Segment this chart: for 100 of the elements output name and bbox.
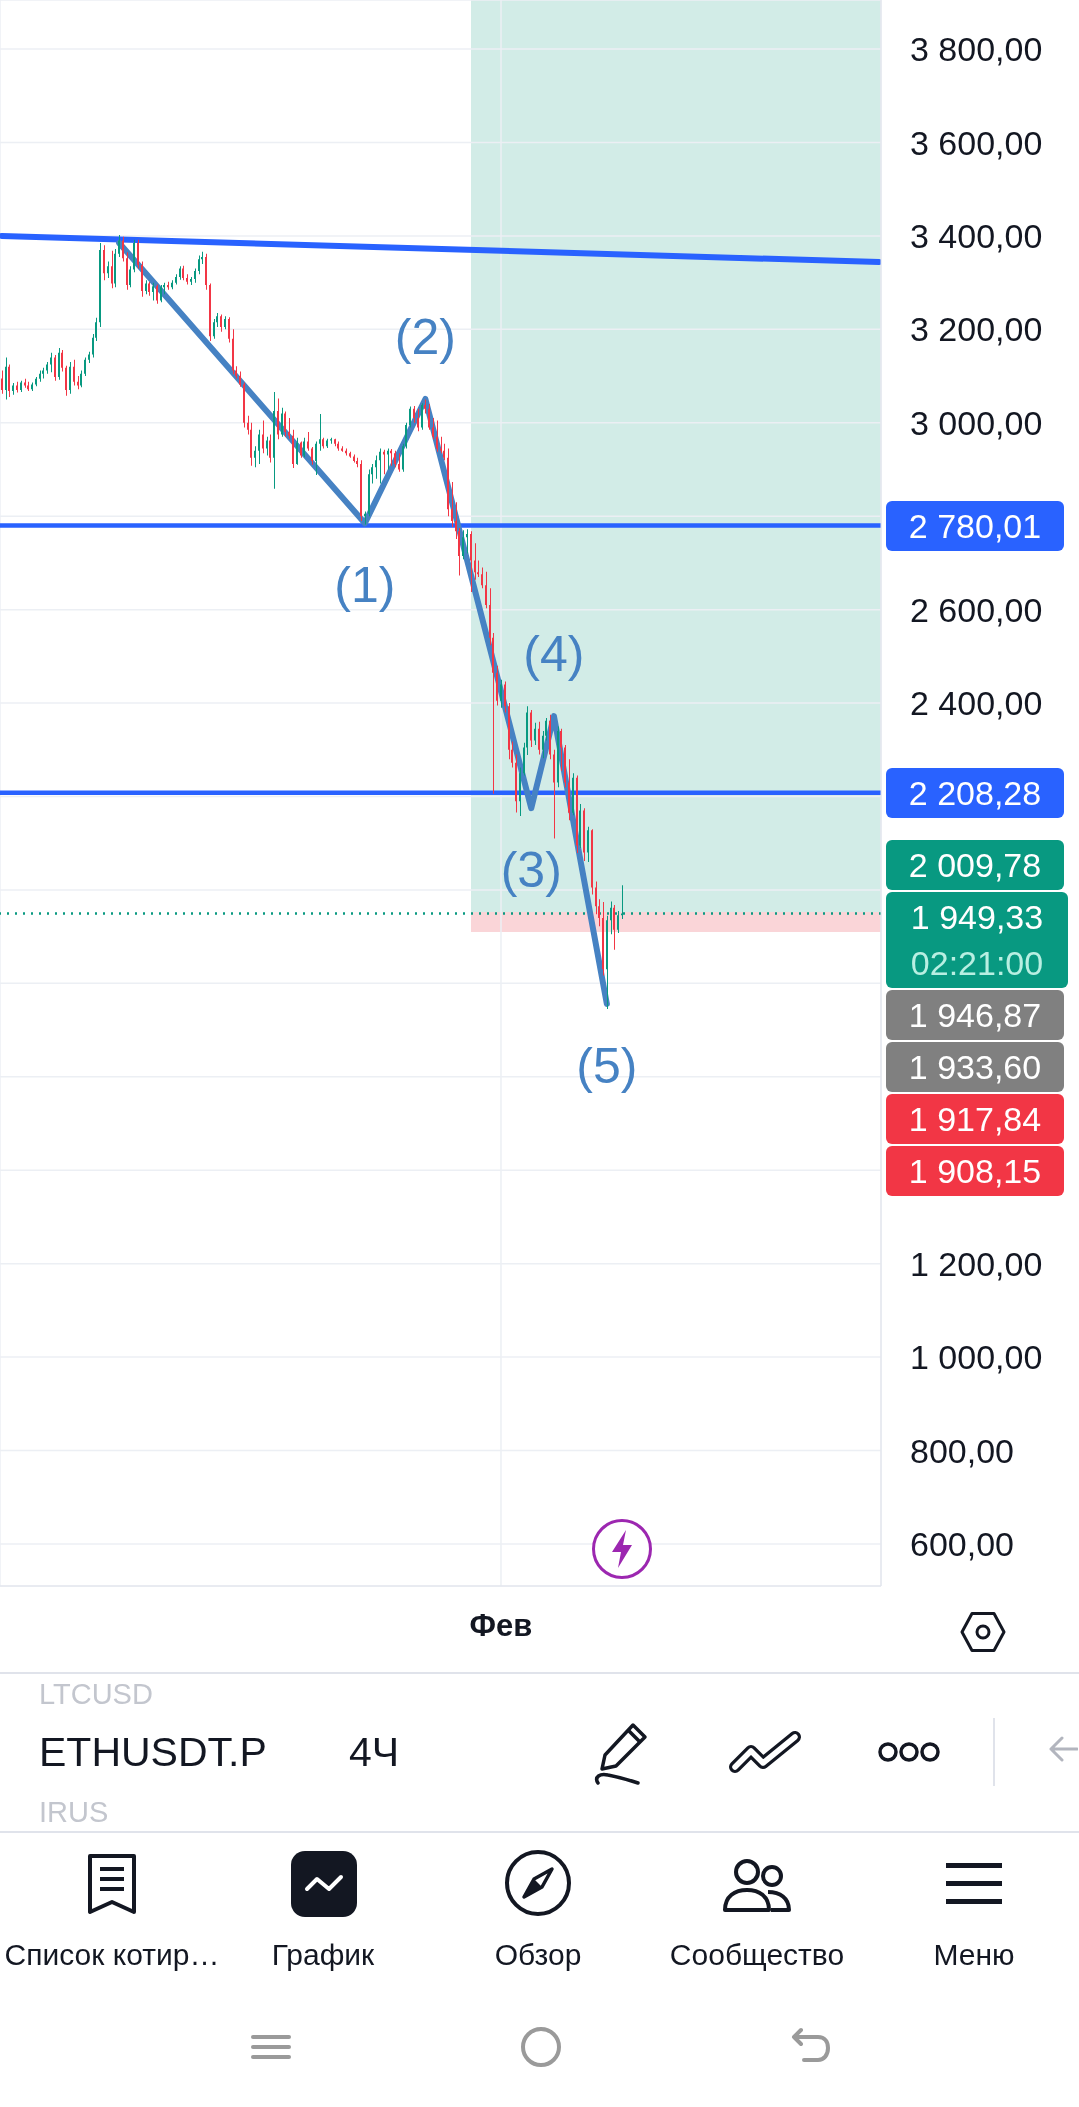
ref-line-label: 2 208,28 bbox=[886, 767, 1064, 818]
candlestick bbox=[349, 451, 351, 458]
candlestick bbox=[583, 808, 585, 861]
candlestick bbox=[122, 236, 124, 262]
candlestick bbox=[65, 365, 67, 396]
candlestick bbox=[311, 447, 313, 465]
candlestick bbox=[167, 281, 169, 290]
candlestick bbox=[77, 376, 79, 390]
candlestick bbox=[50, 352, 52, 373]
candlestick bbox=[534, 722, 536, 746]
candlestick bbox=[504, 681, 506, 713]
candlestick bbox=[613, 904, 615, 950]
candlestick bbox=[474, 543, 476, 580]
annotation: (4) bbox=[523, 626, 585, 683]
candlestick bbox=[432, 418, 434, 440]
candlestick bbox=[568, 759, 570, 821]
candlestick bbox=[296, 437, 298, 465]
text: ETHUSDT.P bbox=[39, 1729, 267, 1775]
y-tick-label: 600,00 bbox=[910, 1525, 1014, 1564]
candlestick bbox=[20, 380, 22, 392]
candlestick bbox=[466, 529, 468, 554]
candlestick bbox=[69, 362, 71, 394]
candlestick bbox=[186, 274, 188, 285]
candlestick bbox=[39, 370, 41, 382]
candlestick bbox=[179, 266, 181, 280]
candlestick bbox=[330, 437, 332, 444]
candlestick bbox=[375, 455, 377, 479]
candlestick bbox=[88, 351, 90, 363]
candlestick bbox=[356, 457, 358, 468]
candlestick bbox=[322, 437, 324, 449]
candlestick bbox=[224, 316, 226, 330]
candlestick bbox=[27, 381, 29, 392]
candlestick bbox=[394, 450, 396, 468]
candlestick bbox=[591, 829, 593, 895]
annotation: (3) bbox=[500, 842, 562, 899]
annotation: (5) bbox=[576, 1037, 638, 1094]
candlestick bbox=[390, 448, 392, 466]
candlestick bbox=[576, 775, 578, 854]
text: 4Ч bbox=[349, 1729, 400, 1775]
candlestick bbox=[99, 242, 101, 328]
text: Обзор bbox=[493, 1937, 583, 1973]
text: 1 933,60 bbox=[908, 1047, 1042, 1088]
candlestick bbox=[485, 571, 487, 609]
candlestick bbox=[538, 721, 540, 755]
candlestick bbox=[232, 329, 234, 375]
candlestick bbox=[31, 382, 33, 392]
candlestick bbox=[84, 357, 86, 377]
candlestick bbox=[61, 349, 63, 372]
candlestick bbox=[243, 382, 245, 428]
candlestick bbox=[557, 726, 559, 788]
y-tick-label: 3 600,00 bbox=[910, 123, 1043, 162]
candlestick bbox=[379, 448, 381, 484]
candlestick bbox=[111, 250, 113, 289]
candlestick bbox=[73, 359, 75, 386]
candlestick bbox=[383, 449, 385, 475]
candlestick bbox=[530, 710, 532, 747]
candlestick bbox=[175, 274, 177, 285]
candlestick bbox=[152, 282, 154, 301]
candlestick bbox=[269, 434, 271, 463]
candlestick bbox=[436, 420, 438, 452]
y-tick-label: 800,00 bbox=[910, 1431, 1014, 1470]
candlestick bbox=[5, 357, 7, 400]
ref-line-label: 2 780,01 bbox=[886, 500, 1064, 551]
text: LTCUSD bbox=[39, 1678, 153, 1710]
text: 1 908,15 bbox=[908, 1151, 1042, 1192]
candlestick bbox=[353, 454, 355, 463]
candlestick bbox=[42, 367, 44, 379]
candlestick bbox=[387, 448, 389, 470]
candlestick bbox=[145, 280, 147, 295]
candlestick bbox=[451, 482, 453, 527]
candlestick bbox=[560, 728, 562, 771]
candlestick bbox=[107, 261, 109, 278]
candlestick bbox=[345, 448, 347, 456]
candlestick bbox=[129, 266, 131, 288]
candlestick bbox=[24, 378, 26, 388]
candlestick bbox=[54, 355, 56, 381]
candlestick bbox=[103, 245, 105, 281]
candlestick bbox=[262, 420, 264, 454]
candlestick bbox=[277, 398, 279, 440]
candlestick bbox=[579, 803, 581, 848]
candlestick bbox=[413, 405, 415, 423]
x-tick-label: Фев bbox=[469, 1608, 533, 1644]
candlestick bbox=[417, 408, 419, 432]
y-tick-label: 3 800,00 bbox=[910, 30, 1043, 69]
text: 02:21:00 bbox=[910, 943, 1044, 984]
candlestick bbox=[137, 239, 139, 269]
text: 1 949,33 bbox=[910, 897, 1044, 938]
candlestick bbox=[205, 253, 207, 290]
candlestick bbox=[428, 404, 430, 430]
candlestick bbox=[118, 234, 120, 257]
candlestick bbox=[141, 261, 143, 297]
y-tick-label: 1 200,00 bbox=[910, 1244, 1043, 1283]
text: Список котир… bbox=[3, 1937, 221, 1973]
y-tick-label: 3 400,00 bbox=[910, 216, 1043, 255]
candlestick bbox=[496, 665, 498, 706]
candlestick bbox=[549, 714, 551, 760]
candlestick bbox=[572, 773, 574, 816]
candlestick bbox=[564, 745, 566, 788]
candlestick bbox=[8, 364, 10, 398]
text: График bbox=[271, 1938, 375, 1971]
